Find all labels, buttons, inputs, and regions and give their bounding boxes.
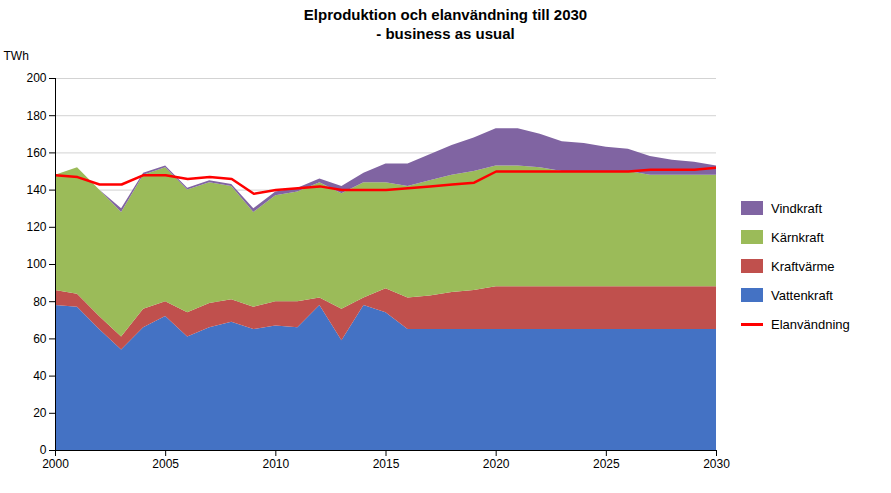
svg-text:2005: 2005 (152, 457, 179, 471)
svg-text:2010: 2010 (262, 457, 289, 471)
html-text:Vindkraft: Vindkraft (771, 200, 823, 216)
svg-text:60: 60 (33, 331, 47, 345)
html-text:Kraftvärme: Kraftvärme (771, 258, 835, 274)
svg-text:40: 40 (33, 368, 47, 382)
svg-text:80: 80 (33, 294, 47, 308)
svg-text:160: 160 (26, 145, 46, 159)
svg-text:2025: 2025 (593, 457, 620, 471)
svg-text:0: 0 (40, 443, 47, 457)
svg-text:180: 180 (26, 108, 46, 122)
svg-text:200: 200 (26, 71, 46, 85)
html-text:Elproduktion och elanvändning: Elproduktion och elanvändning till 2030 … (303, 6, 588, 42)
svg-text:2015: 2015 (373, 457, 400, 471)
html-text:Elanvändning: Elanvändning (771, 316, 850, 332)
svg-text:120: 120 (26, 220, 46, 234)
svg-text:TWh: TWh (4, 49, 29, 63)
svg-text:140: 140 (26, 182, 46, 196)
html-text:Kärnkraft: Kärnkraft (771, 229, 824, 245)
svg-text:2030: 2030 (703, 457, 730, 471)
svg-text:20: 20 (33, 406, 47, 420)
svg-text:100: 100 (26, 257, 46, 271)
svg-text:2020: 2020 (483, 457, 510, 471)
svg-text:2000: 2000 (42, 457, 69, 471)
html-text:Vattenkraft: Vattenkraft (771, 287, 833, 303)
